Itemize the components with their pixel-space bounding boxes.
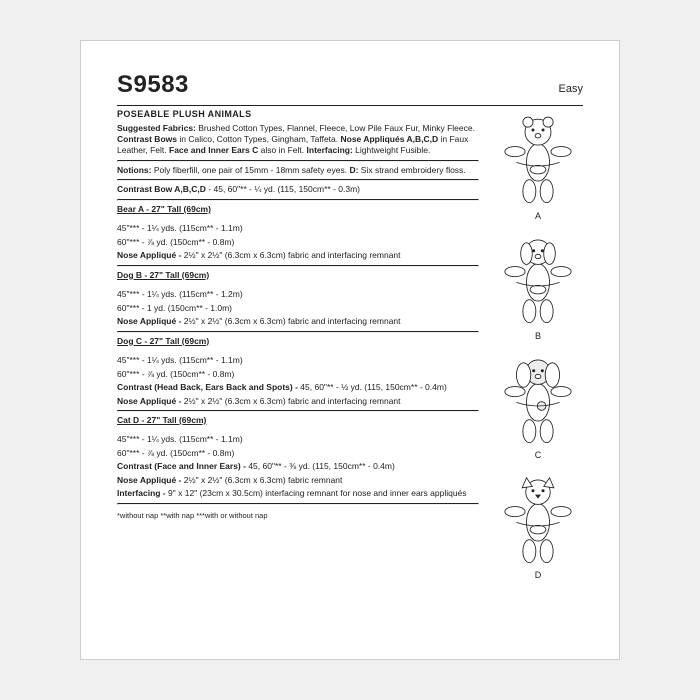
dogc-l2: 60"*** - ⅞ yd. (150cm** - 0.8m) bbox=[117, 369, 479, 380]
dogc-contrast-label: Contrast (Head Back, Ears Back and Spots… bbox=[117, 382, 298, 392]
face-text: also in Felt. bbox=[261, 145, 304, 155]
cat-int-text: 9" x 12" (23cm x 30.5cm) interfacing rem… bbox=[168, 488, 467, 498]
dogb-nose-label: Nose Appliqué - bbox=[117, 316, 181, 326]
cat-contrast-text: 45, 60"** - ⅜ yd. (115, 150cm** - 0.4m) bbox=[248, 461, 394, 471]
cat-contrast-label: Contrast (Face and Inner Ears) - bbox=[117, 461, 246, 471]
notions-d-label: D: bbox=[349, 165, 358, 175]
dogc-contrast-text: 45, 60"** - ½ yd. (115, 150cm** - 0.4m) bbox=[300, 382, 446, 392]
dogb-l1: 45"*** - 1¼ yds. (115cm** - 1.2m) bbox=[117, 289, 479, 300]
bear-nose-text: 2½" x 2½" (6.3cm x 6.3cm) fabric and int… bbox=[184, 250, 401, 260]
notions-text: Poly fiberfill, one pair of 15mm - 18mm … bbox=[154, 165, 347, 175]
face-label: Face and Inner Ears C bbox=[169, 145, 258, 155]
dog-c-icon bbox=[502, 352, 574, 446]
bear-head: Bear A - 27" Tall (69cm) bbox=[117, 204, 479, 215]
dogc-contrast: Contrast (Head Back, Ears Back and Spots… bbox=[117, 382, 479, 393]
header-rule bbox=[117, 105, 583, 106]
dog-b-icon bbox=[502, 232, 574, 326]
text-column: POSEABLE PLUSH ANIMALS Suggested Fabrics… bbox=[117, 108, 479, 585]
dogc-l1: 45"*** - 1¼ yds. (115cm** - 1.1m) bbox=[117, 355, 479, 366]
rule-5 bbox=[117, 331, 479, 333]
rule-2 bbox=[117, 179, 479, 181]
label-d: D bbox=[535, 569, 542, 581]
cat-icon bbox=[502, 472, 574, 566]
cat-l1: 45"*** - 1¼ yds. (115cm** - 1.1m) bbox=[117, 434, 479, 445]
label-a: A bbox=[535, 210, 541, 222]
difficulty-label: Easy bbox=[559, 82, 583, 97]
rule-4 bbox=[117, 265, 479, 267]
rule-1 bbox=[117, 160, 479, 162]
contrast-bow-text: - 45, 60"** - ¼ yd. (115, 150cm** - 0.3m… bbox=[208, 184, 360, 194]
cat-nose-label: Nose Appliqué - bbox=[117, 475, 181, 485]
bear-icon bbox=[502, 112, 574, 206]
fabrics-label: Suggested Fabrics: bbox=[117, 123, 196, 133]
dogb-nose-text: 2½" x 2½" (6.3cm x 6.3cm) fabric and int… bbox=[184, 316, 401, 326]
product-title: POSEABLE PLUSH ANIMALS bbox=[117, 108, 479, 120]
cat-int-label: Interfacing - bbox=[117, 488, 166, 498]
bear-l1: 45"*** - 1¼ yds. (115cm** - 1.1m) bbox=[117, 223, 479, 234]
rule-3 bbox=[117, 199, 479, 201]
rule-7 bbox=[117, 503, 479, 505]
bows-text: in Calico, Cotton Types, Gingham, Taffet… bbox=[179, 134, 338, 144]
notions-d-text: Six strand embroidery floss. bbox=[361, 165, 466, 175]
header: S9583 Easy bbox=[117, 69, 583, 101]
contrast-bow-para: Contrast Bow A,B,C,D - 45, 60"** - ¼ yd.… bbox=[117, 184, 479, 195]
bear-nose-label: Nose Appliqué - bbox=[117, 250, 181, 260]
footnote: *without nap **with nap ***with or witho… bbox=[117, 511, 479, 521]
cat-l2: 60"*** - ⅞ yd. (150cm** - 0.8m) bbox=[117, 448, 479, 459]
fabrics-para: Suggested Fabrics: Brushed Cotton Types,… bbox=[117, 123, 479, 157]
dogc-nose-label: Nose Appliqué - bbox=[117, 396, 181, 406]
dogb-head: Dog B - 27" Tall (69cm) bbox=[117, 270, 479, 281]
cat-head: Cat D - 27" Tall (69cm) bbox=[117, 415, 479, 426]
pattern-code: S9583 bbox=[117, 69, 189, 101]
image-column: A B bbox=[493, 108, 583, 585]
dogc-nose: Nose Appliqué - 2½" x 2½" (6.3cm x 6.3cm… bbox=[117, 396, 479, 407]
content: POSEABLE PLUSH ANIMALS Suggested Fabrics… bbox=[117, 108, 583, 585]
nose-label: Nose Appliqués A,B,C,D bbox=[341, 134, 439, 144]
interfacing-label: Interfacing: bbox=[307, 145, 353, 155]
dogb-l2: 60"*** - 1 yd. (150cm** - 1.0m) bbox=[117, 303, 479, 314]
cat-nose: Nose Appliqué - 2½" x 2½" (6.3cm x 6.3cm… bbox=[117, 475, 479, 486]
bear-l2: 60"*** - ⅞ yd. (150cm** - 0.8m) bbox=[117, 237, 479, 248]
cat-contrast: Contrast (Face and Inner Ears) - 45, 60"… bbox=[117, 461, 479, 472]
bear-nose: Nose Appliqué - 2½" x 2½" (6.3cm x 6.3cm… bbox=[117, 250, 479, 261]
rule-6 bbox=[117, 410, 479, 412]
contrast-bow-label: Contrast Bow A,B,C,D bbox=[117, 184, 206, 194]
dogc-nose-text: 2½" x 2½" (6.3cm x 6.3cm) fabric and int… bbox=[184, 396, 401, 406]
dogb-nose: Nose Appliqué - 2½" x 2½" (6.3cm x 6.3cm… bbox=[117, 316, 479, 327]
cat-int: Interfacing - 9" x 12" (23cm x 30.5cm) i… bbox=[117, 488, 479, 499]
interfacing-text: Lightweight Fusible. bbox=[355, 145, 430, 155]
pattern-sheet: S9583 Easy POSEABLE PLUSH ANIMALS Sugges… bbox=[80, 40, 620, 660]
bows-label: Contrast Bows bbox=[117, 134, 177, 144]
notions-para: Notions: Poly fiberfill, one pair of 15m… bbox=[117, 165, 479, 176]
dogc-head: Dog C - 27" Tall (69cm) bbox=[117, 336, 479, 347]
label-b: B bbox=[535, 330, 541, 342]
cat-nose-text: 2½" x 2½" (6.3cm x 6.3cm) fabric remnant bbox=[184, 475, 343, 485]
label-c: C bbox=[535, 449, 542, 461]
fabrics-text: Brushed Cotton Types, Flannel, Fleece, L… bbox=[198, 123, 475, 133]
notions-label: Notions: bbox=[117, 165, 151, 175]
